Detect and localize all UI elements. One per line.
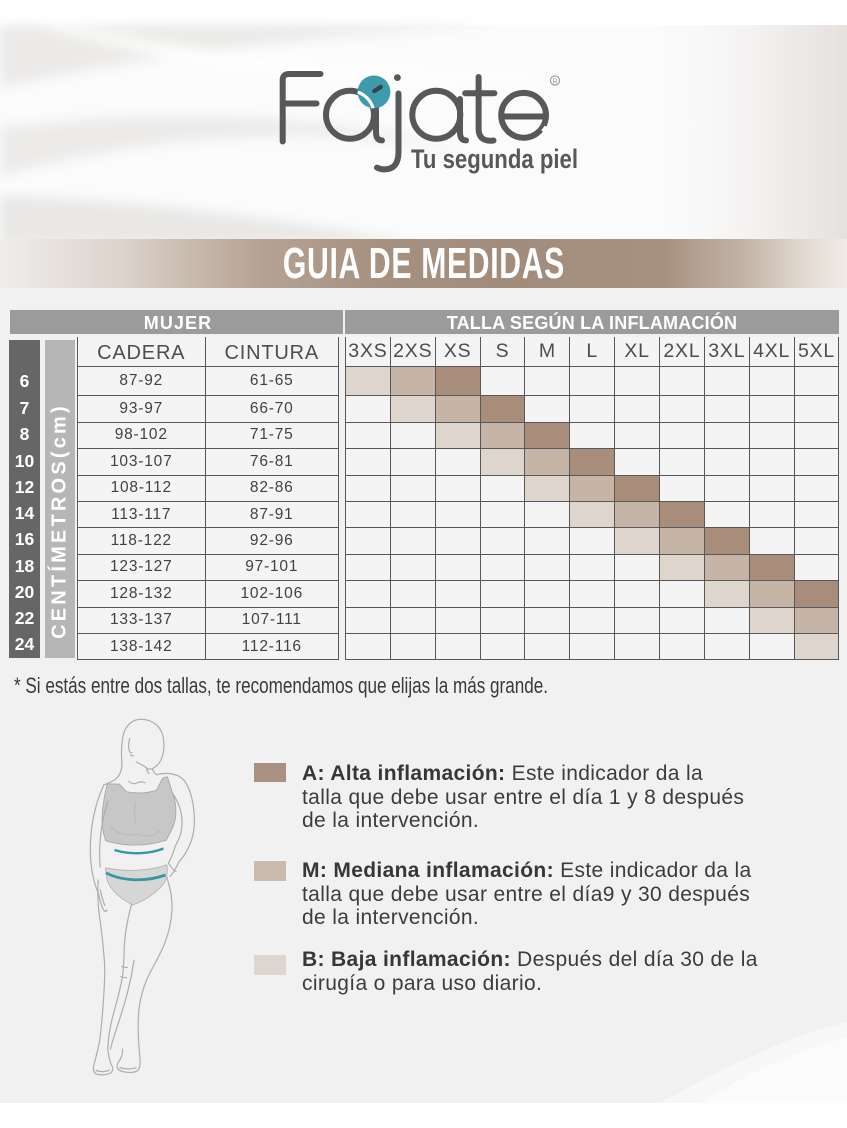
svg-text:Tu segunda piel: Tu segunda piel — [411, 144, 578, 174]
svg-text:R: R — [552, 79, 557, 86]
